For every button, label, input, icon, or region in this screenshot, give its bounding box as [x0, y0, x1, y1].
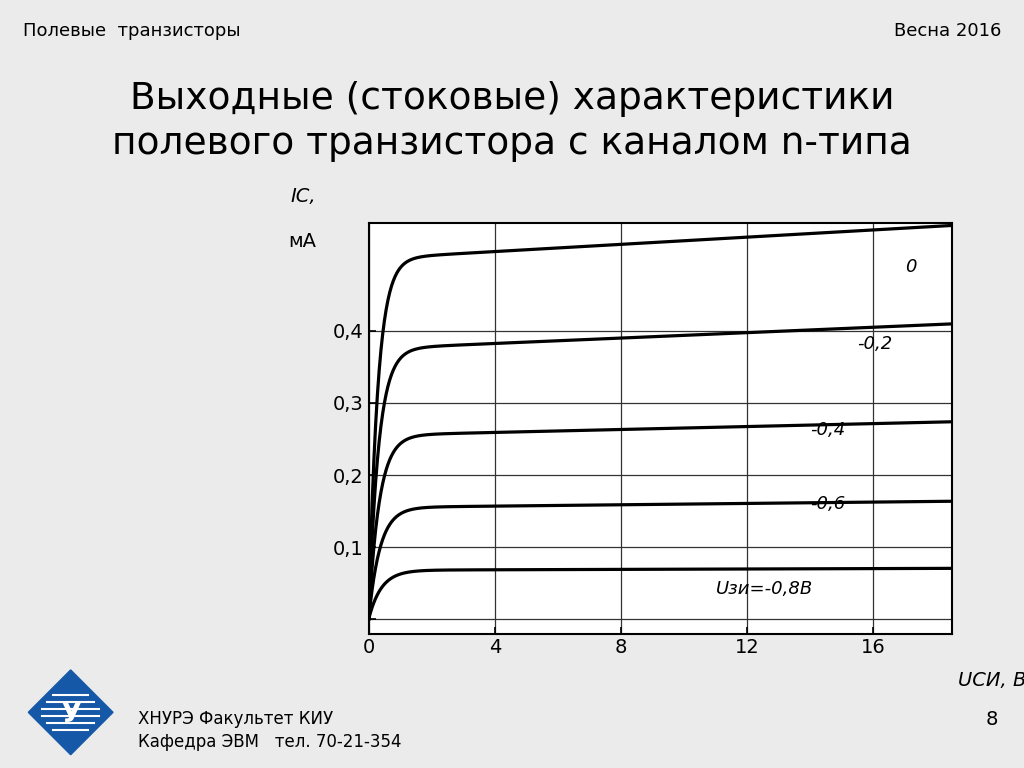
Text: Полевые  транзисторы: Полевые транзисторы	[23, 22, 241, 39]
Polygon shape	[29, 670, 113, 755]
Text: 0: 0	[905, 258, 916, 276]
Text: Выходные (стоковые) характеристики
полевого транзистора с каналом n-типа: Выходные (стоковые) характеристики полев…	[112, 81, 912, 163]
Text: Uзи=-0,8В: Uзи=-0,8В	[716, 580, 813, 598]
Text: Весна 2016: Весна 2016	[894, 22, 1001, 39]
Text: IС,: IС,	[291, 187, 316, 207]
Text: UСИ, В: UСИ, В	[958, 670, 1024, 690]
Text: Кафедра ЭВМ   тел. 70-21-354: Кафедра ЭВМ тел. 70-21-354	[138, 733, 401, 751]
Text: ХНУРЭ Факультет КИУ: ХНУРЭ Факультет КИУ	[138, 710, 334, 728]
Text: 8: 8	[986, 710, 998, 730]
Text: -0,4: -0,4	[810, 421, 846, 439]
Text: -0,6: -0,6	[810, 495, 846, 513]
Text: мА: мА	[288, 233, 316, 251]
Text: У: У	[60, 700, 81, 728]
Text: -0,2: -0,2	[858, 335, 893, 353]
